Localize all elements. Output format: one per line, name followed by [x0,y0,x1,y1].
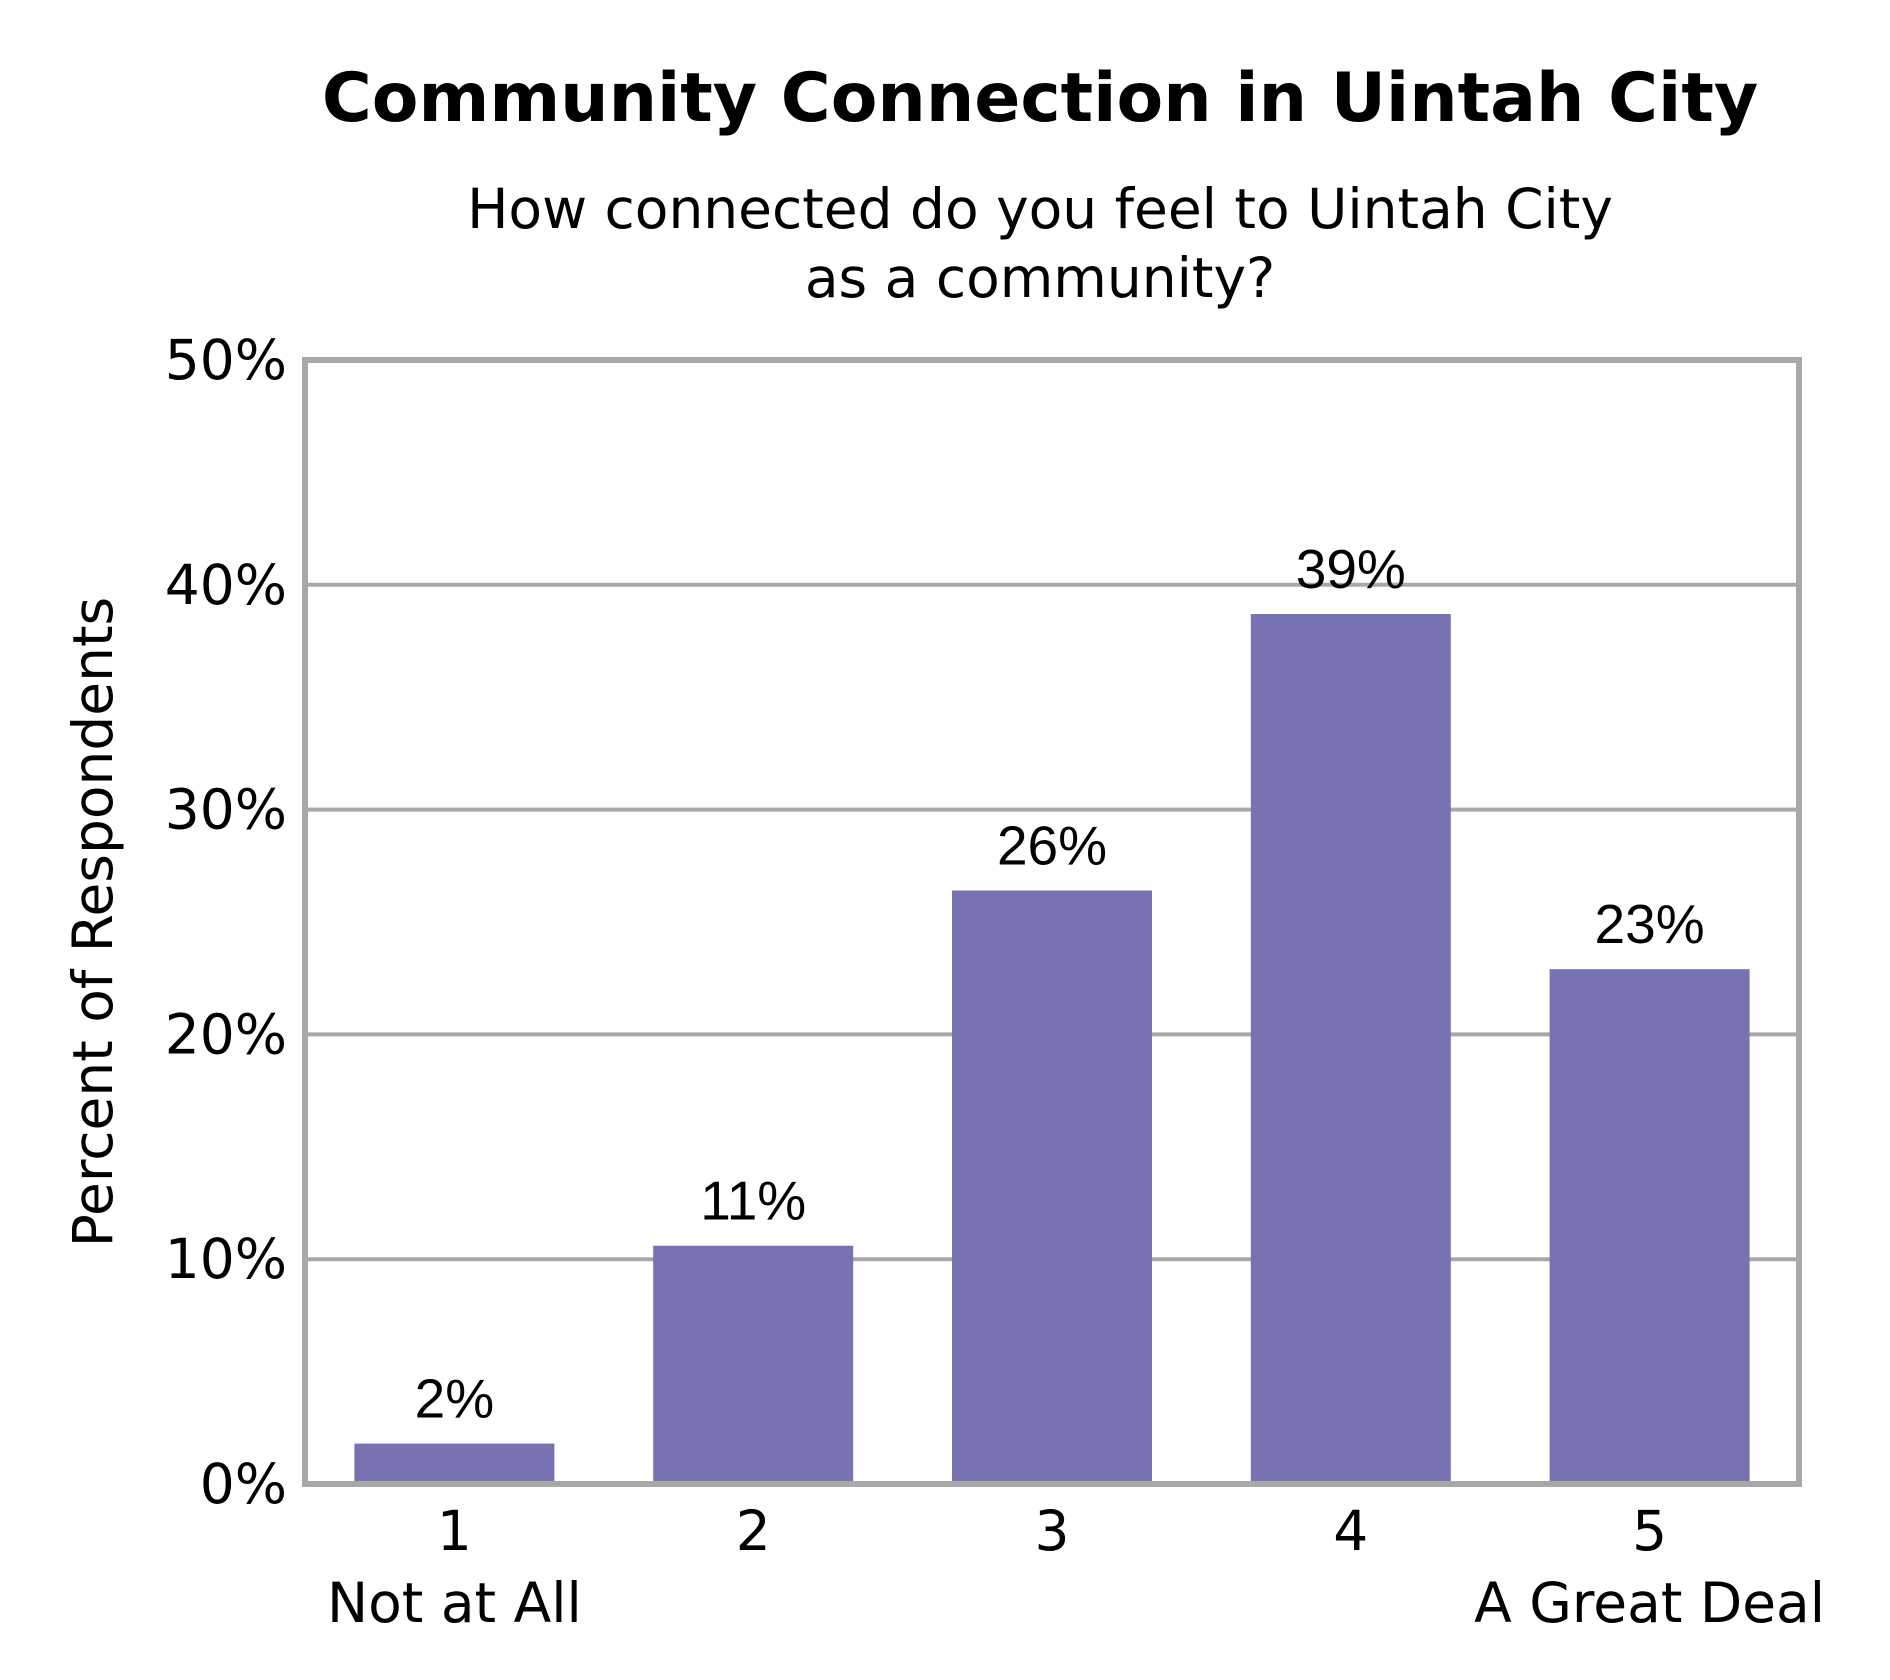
bar [1250,614,1451,1484]
bar [354,1443,555,1484]
data-label: 11% [700,1170,806,1232]
chart-subtitle-line-1: How connected do you feel to Uintah City [467,177,1613,241]
data-label: 26% [997,815,1107,877]
data-label: 23% [1595,893,1705,955]
y-tick-label: 30% [165,778,287,842]
y-tick-label: 10% [165,1227,287,1291]
bar [1549,969,1750,1484]
y-axis-ticks: 0% 10% 20% 30% 40% 50% [165,328,287,1516]
y-axis-label: Percent of Respondents [61,597,125,1247]
data-label: 39% [1296,538,1406,600]
y-tick-label: 50% [165,328,287,392]
data-label: 2% [415,1368,495,1430]
y-tick-label: 20% [165,1002,287,1066]
x-axis-ticks: 1 Not at All 2 3 4 5 A Great Deal [327,1499,1825,1635]
x-tick-sublabel: Not at All [327,1571,582,1635]
x-tick-label: 3 [1035,1499,1070,1563]
x-tick-label: 2 [736,1499,771,1563]
plot-frame [302,357,1802,1487]
chart-subtitle-line-2: as a community? [805,246,1275,310]
bar [952,890,1152,1484]
bar [653,1245,854,1484]
chart-title: Community Connection in Uintah City [322,59,1758,138]
bars [354,614,1750,1484]
x-tick-label: 5 [1632,1499,1667,1563]
x-tick-label: 4 [1333,1499,1368,1563]
data-labels: 2% 11% 26% 39% 23% [415,538,1705,1430]
x-tick-sublabel: A Great Deal [1474,1571,1825,1635]
y-tick-label: 0% [200,1452,287,1516]
x-tick-label: 1 [437,1499,472,1563]
y-tick-label: 40% [165,553,287,617]
